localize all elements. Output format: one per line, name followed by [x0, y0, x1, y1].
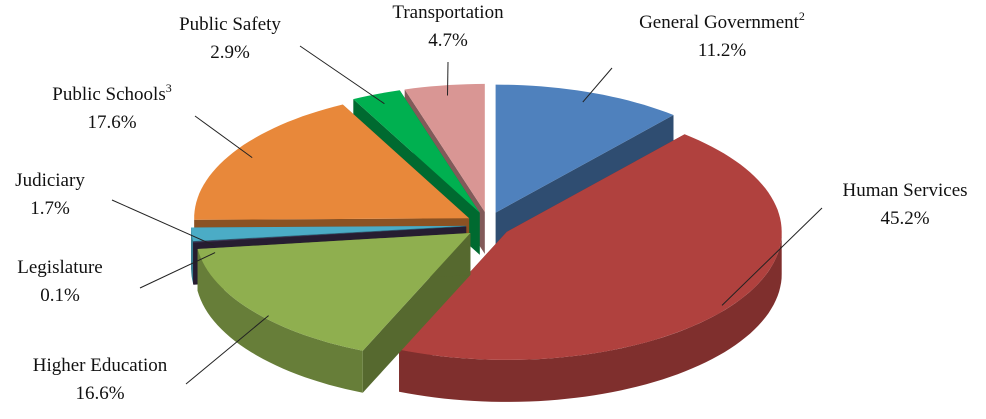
value-label: 0.1% [40, 285, 80, 306]
slice-label: Judiciary [15, 170, 85, 191]
category-name: General Government [639, 12, 800, 33]
value-label: 4.7% [428, 30, 468, 51]
value-label: 17.6% [87, 112, 136, 133]
slice [193, 226, 467, 243]
leader-line [582, 67, 613, 103]
category-name: Public Schools [52, 84, 165, 105]
slice [191, 225, 466, 242]
footnote-mark: 2 [799, 9, 805, 23]
value-label: 1.7% [30, 198, 70, 219]
value-label: 11.2% [698, 40, 747, 61]
slice [404, 83, 485, 212]
slice [197, 233, 471, 351]
slice [353, 90, 480, 213]
value-label: 2.9% [210, 42, 250, 63]
leader-line [185, 315, 269, 385]
slice-side [191, 227, 193, 284]
category-name: Transportation [392, 2, 504, 23]
slice-side [399, 231, 782, 402]
slice-label: Transportation [392, 2, 504, 23]
slice [495, 84, 674, 213]
slice-label: Public Safety [179, 14, 281, 35]
leader-line [299, 45, 385, 105]
category-name: Higher Education [33, 355, 168, 376]
leader-line [447, 61, 449, 96]
leader-line [194, 115, 253, 159]
leader-line [139, 252, 216, 289]
category-name: Legislature [17, 257, 102, 278]
slice-label: General Government2 [639, 9, 805, 33]
value-label: 16.6% [75, 383, 124, 404]
footnote-mark: 3 [166, 81, 172, 95]
category-name: Public Safety [179, 14, 281, 35]
slice-side [197, 249, 363, 393]
slice-label: Higher Education [33, 355, 168, 376]
category-name: Judiciary [15, 170, 85, 191]
slice [399, 134, 782, 360]
slice-label: Human Services [842, 180, 967, 201]
slice [194, 104, 470, 220]
leader-line [721, 207, 823, 306]
category-name: Human Services [842, 180, 967, 201]
slice-label: Legislature [17, 257, 102, 278]
slice-label: Public Schools3 [52, 81, 171, 105]
value-label: 45.2% [880, 208, 929, 229]
leader-line [111, 199, 214, 246]
